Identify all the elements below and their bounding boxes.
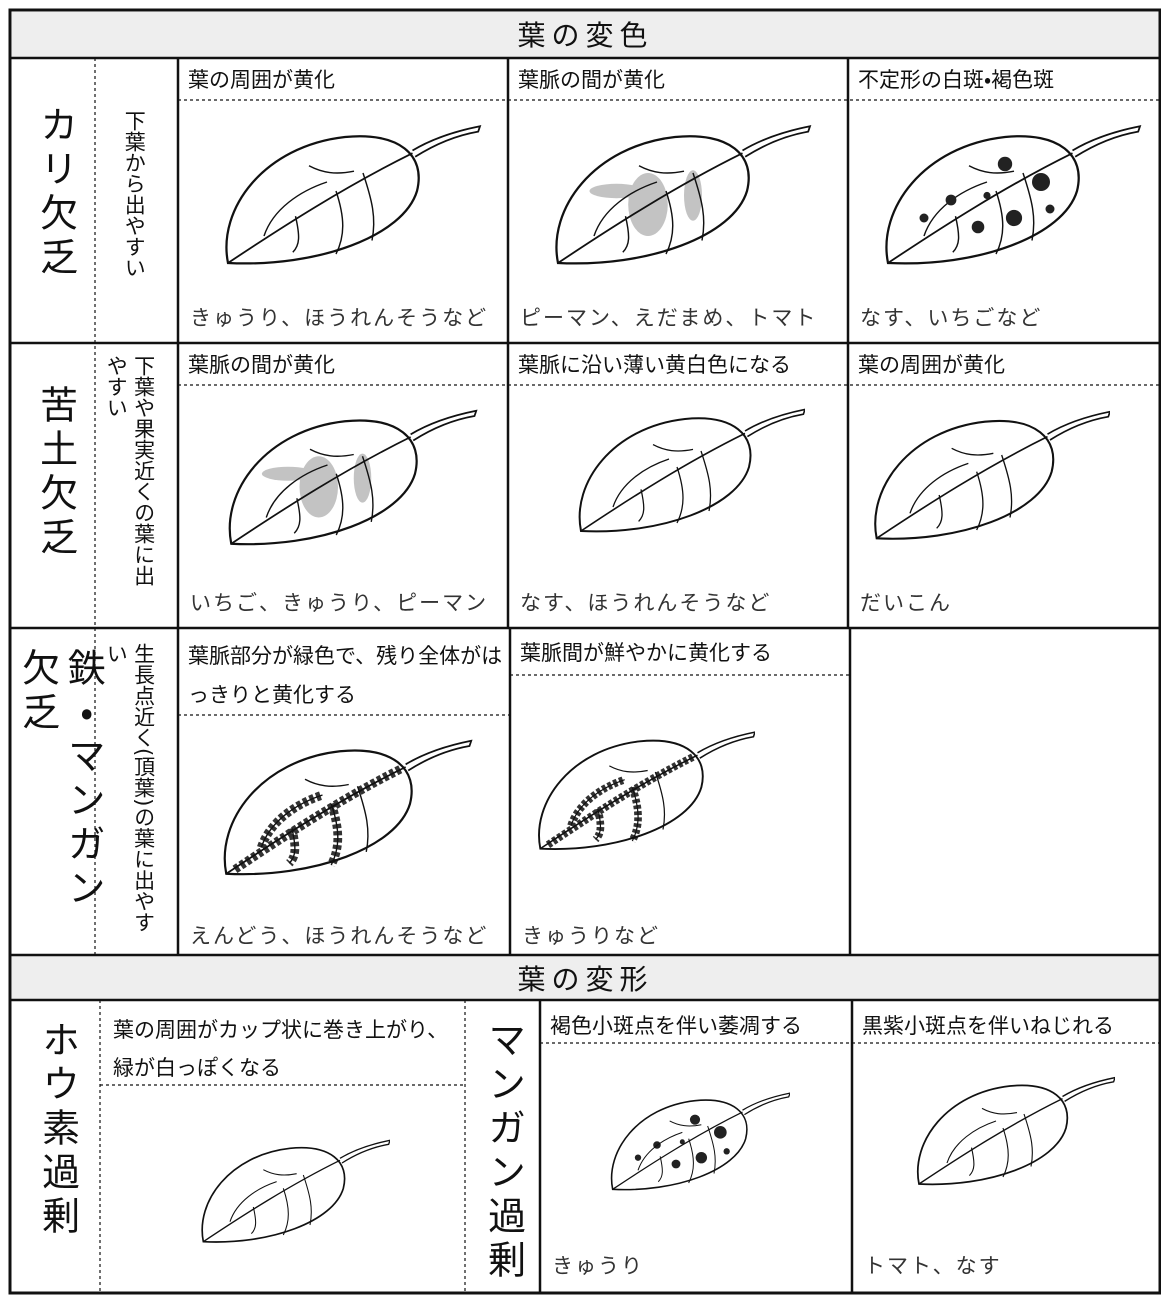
- symptom: 葉脈部分が緑色で、残り全体がはっきりと黄化する: [188, 644, 503, 707]
- symptom: 褐色小斑点を伴い萎凋する: [550, 1014, 802, 1038]
- crops: ピーマン、えだまめ、トマト: [520, 306, 818, 330]
- crops: きゅうり: [552, 1254, 644, 1278]
- row-note: 生長点近く(頂葉)の葉に出やすい: [104, 643, 156, 933]
- row-note: 下葉や果実近くの葉に出やすい: [104, 355, 156, 586]
- row-label: カリ欠乏: [33, 105, 78, 281]
- crops: だいこん: [860, 591, 952, 615]
- row-note: 下葉から出やすい: [122, 110, 147, 278]
- crops: いちご、きゅうり、ピーマン: [190, 591, 489, 615]
- row-label: 苦土欠乏: [33, 385, 78, 561]
- crops: きゅうり、ほうれんそうなど: [190, 306, 489, 330]
- symptom: 葉の周囲がカップ状に巻き上がり、緑が白っぽくなる: [113, 1018, 449, 1080]
- crops: きゅうりなど: [522, 924, 660, 948]
- row-label: マンガン過剰: [481, 1020, 526, 1284]
- row-label: ホウ素過剰: [35, 1020, 80, 1240]
- symptom: 葉脈の間が黄化: [518, 68, 665, 92]
- symptom: 葉脈に沿い薄い黄白色になる: [518, 353, 791, 377]
- symptom: 黒紫小斑点を伴いねじれる: [862, 1014, 1114, 1038]
- symptom: 葉の周囲が黄化: [188, 68, 335, 92]
- section-title: 葉の変形: [517, 963, 654, 996]
- symptom: 不定形の白斑・褐色斑: [858, 68, 1055, 92]
- symptom: 葉脈間が鮮やかに黄化する: [520, 641, 772, 665]
- symptom: 葉脈の間が黄化: [188, 353, 335, 377]
- crops: トマト、なす: [864, 1254, 1002, 1278]
- row-label: 鉄・マンガン欠乏: [15, 648, 106, 912]
- symptom: 葉の周囲が黄化: [858, 353, 1005, 377]
- section-title: 葉の変色: [517, 19, 654, 52]
- crops: なす、ほうれんそうなど: [520, 591, 772, 615]
- crops: えんどう、ほうれんそうなど: [190, 924, 489, 948]
- crops: なす、いちごなど: [860, 306, 1043, 330]
